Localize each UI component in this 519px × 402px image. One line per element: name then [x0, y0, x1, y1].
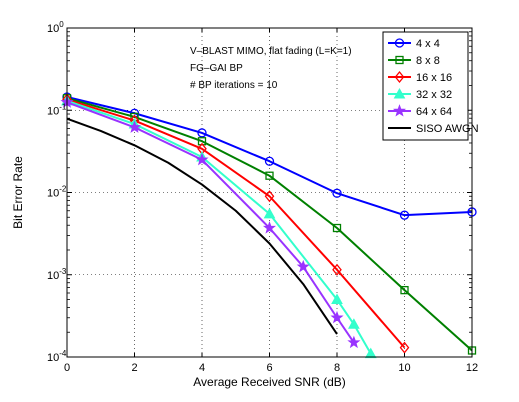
tick-layer: 0 2 4 6 8 10 12 100 10-1 10-2 10-3 10-4	[47, 20, 478, 374]
data-point	[364, 347, 377, 359]
legend-label: 64 x 64	[416, 106, 452, 118]
series-layer	[60, 92, 477, 359]
legend-item: 4 x 4	[388, 38, 440, 50]
annotation-line-2: FG–GAI BP	[190, 63, 243, 74]
y-tick-label: 100	[47, 20, 64, 35]
legend-label: 4 x 4	[416, 38, 440, 50]
series-64-x-64	[60, 95, 361, 349]
legend-label: 16 x 16	[416, 72, 452, 84]
data-point	[195, 152, 209, 166]
y-axis-label: Bit Error Rate	[11, 156, 25, 229]
data-point	[399, 341, 410, 354]
y-tick-label: 10-2	[47, 185, 67, 200]
legend-item: 32 x 32	[388, 87, 452, 101]
legend-marker	[395, 55, 404, 65]
data-point	[262, 221, 277, 234]
data-point	[331, 293, 343, 305]
x-tick-label: 6	[266, 362, 272, 374]
legend-marker	[393, 87, 406, 99]
data-point	[332, 223, 342, 233]
data-point	[263, 207, 276, 219]
legend-marker	[392, 104, 407, 117]
x-tick-label: 10	[398, 362, 410, 374]
data-point	[399, 210, 410, 220]
y-tick-label: 10-3	[47, 267, 67, 282]
annotation-line-3: # BP iterations = 10	[190, 80, 278, 91]
legend: 4 x 4 8 x 8 16 x 16 32 x 32 64 x 64 SISO AWGN	[382, 31, 479, 141]
series-line	[66, 117, 338, 335]
legend-label: 8 x 8	[416, 55, 440, 67]
data-point	[400, 285, 409, 295]
x-tick-label: 0	[64, 362, 70, 374]
data-point	[332, 188, 342, 198]
data-point	[127, 120, 142, 133]
y-tick-label: 10-4	[47, 349, 67, 364]
y-tick-label: 10-1	[47, 102, 67, 117]
x-tick-label: 12	[466, 362, 478, 374]
data-point	[265, 171, 274, 180]
legend-item: 16 x 16	[388, 70, 452, 84]
legend-label: SISO AWGN	[416, 123, 479, 135]
data-point	[197, 128, 207, 138]
x-axis-label: Average Received SNR (dB)	[193, 375, 346, 389]
x-tick-label: 2	[131, 362, 137, 374]
data-point	[264, 190, 275, 203]
legend-item: 8 x 8	[388, 55, 440, 67]
data-point	[330, 310, 344, 324]
data-point	[264, 156, 275, 166]
annotation-line-1: V–BLAST MIMO, flat fading (L=K=1)	[190, 46, 352, 57]
legend-box	[382, 31, 469, 141]
legend-label: 32 x 32	[416, 89, 452, 101]
data-point	[296, 259, 310, 273]
data-point	[347, 335, 361, 349]
series-line	[66, 97, 473, 352]
x-tick-label: 4	[199, 362, 205, 374]
legend-marker	[394, 70, 405, 84]
legend-item: 64 x 64	[388, 104, 452, 118]
x-tick-label: 8	[334, 362, 340, 374]
series-siso-awgn	[66, 117, 338, 335]
data-point	[348, 318, 360, 329]
legend-item: SISO AWGN	[388, 123, 479, 135]
data-point	[332, 263, 342, 276]
series-line	[66, 98, 406, 349]
legend-marker	[394, 38, 405, 48]
